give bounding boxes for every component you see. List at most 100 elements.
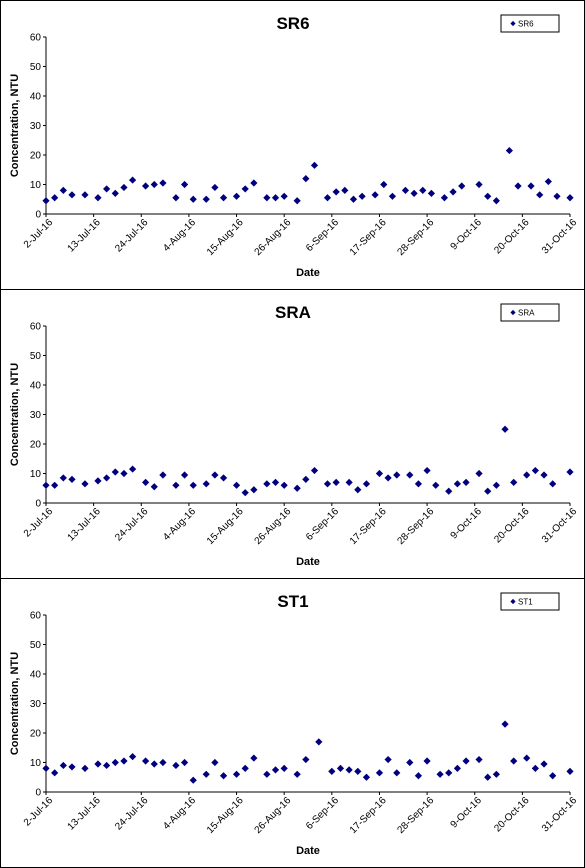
legend-label: ST1 [518,598,533,607]
data-point [172,194,180,202]
legend-box [500,14,560,33]
data-point [250,486,258,494]
data-point [349,195,358,203]
data-point [263,194,271,202]
data-point [68,191,76,199]
data-point [384,755,392,764]
data-point [150,180,158,189]
y-tick-label: 10 [30,469,42,480]
data-point [371,191,379,199]
x-tick-label: 13-Jul-16 [66,506,104,544]
data-point [453,764,462,772]
data-point [263,480,271,488]
chart-svg-sra: SRA Concentration, NTU Date 0 10 20 30 40 50 60 2-… [9,303,579,568]
data-point [358,192,366,200]
x-tick-label: 2-Jul-16 [22,506,56,540]
data-point [211,471,219,479]
y-tick-label: 20 [30,151,42,162]
data-point [293,197,301,205]
data-point [271,478,280,486]
data-point [510,478,518,486]
x-tick-label: 31-Oct-16 [540,217,580,257]
data-point [219,474,228,482]
chart-title: SR6 [276,14,309,33]
data-point [172,761,180,770]
legend-marker [510,20,516,27]
data-point [293,770,301,778]
y-tick-label: 60 [30,322,42,333]
chart-panel-sra: SRA Concentration, NTU Date 0 10 20 30 40 50 60 2-… [0,289,585,579]
chart-legend: ST1 [500,592,560,611]
y-tick-label: 40 [30,670,42,681]
data-point [81,480,89,488]
x-tick-label: 2-Jul-16 [22,795,56,829]
data-point [514,182,522,190]
data-point [505,146,513,155]
data-point [232,770,241,778]
data-point [527,182,535,190]
data-point [159,471,167,479]
data-point [241,489,249,497]
data-point [120,757,128,765]
data-point [159,758,167,767]
data-point [362,480,371,488]
data-point [241,185,249,193]
data-point [510,757,518,765]
x-tick-label: 15-Aug-16 [205,795,246,836]
data-point [449,188,457,196]
data-point [59,474,67,482]
y-tick-label: 10 [30,180,42,191]
data-point [484,192,492,200]
data-point [501,425,509,433]
data-point [328,767,336,775]
data-point [323,480,332,488]
data-point [549,480,557,488]
data-point [293,484,301,492]
data-point [271,194,280,202]
data-point [150,483,158,491]
data-point [310,161,319,169]
data-point [211,758,219,767]
y-tick-label: 0 [35,788,41,799]
legend-label: SR6 [518,20,534,29]
data-point [211,183,219,192]
x-tick-label: 28-Sep-16 [395,795,436,836]
data-point [315,738,323,746]
data-point [458,182,466,190]
y-tick-label: 10 [30,758,42,769]
x-axis-label: Date [296,267,320,279]
x-tick-label: 20-Oct-16 [492,506,532,546]
y-tick-label: 30 [30,699,42,710]
y-tick-label: 60 [30,33,42,44]
x-tick-label: 24-Jul-16 [113,506,151,544]
data-point [419,186,427,194]
data-point [94,760,102,768]
data-point [375,769,384,777]
data-point [129,753,137,761]
data-point [380,180,388,189]
y-tick-label: 60 [30,611,42,622]
data-point [566,194,574,202]
data-point [345,766,353,774]
x-tick-label: 17-Sep-16 [348,217,389,258]
data-point [436,770,444,778]
legend-box [500,303,560,322]
data-point [445,769,453,777]
chart-svg-st1: ST1 Concentration, NTU Date 0 10 20 30 40 50 60 2-… [9,592,579,857]
data-point [445,487,453,495]
x-tick-label: 17-Sep-16 [348,795,389,836]
data-point [202,195,210,203]
data-point [393,769,401,777]
data-point [440,194,449,202]
data-point [219,194,228,202]
legend-label: SRA [518,309,535,318]
data-point [475,180,483,189]
data-point [42,197,50,205]
data-point [302,755,310,764]
data-point [523,754,531,762]
y-tick-label: 30 [30,121,42,132]
data-point [406,471,414,479]
chart-legend: SRA [500,303,560,322]
x-axis-label: Date [296,845,320,857]
data-point [103,185,111,193]
